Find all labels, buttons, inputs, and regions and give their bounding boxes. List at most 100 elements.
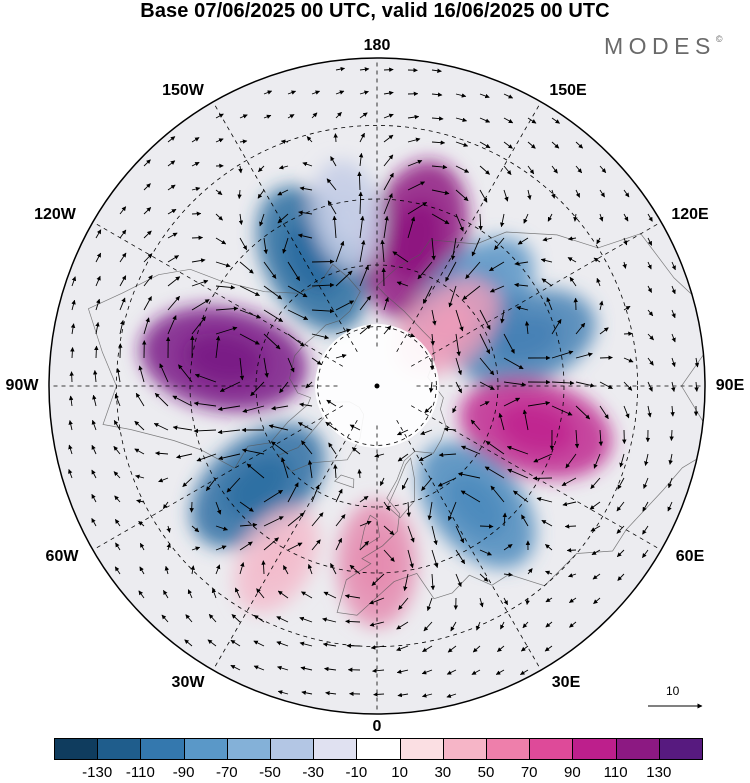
wind-arrow xyxy=(70,323,76,335)
wind-arrow xyxy=(596,237,601,245)
wind-arrow xyxy=(447,645,457,653)
wind-arrow xyxy=(448,501,457,521)
wind-arrow xyxy=(113,471,121,479)
wind-arrow xyxy=(215,113,224,119)
wind-arrow xyxy=(455,381,463,394)
wind-arrow xyxy=(276,641,289,647)
wind-arrow xyxy=(380,239,385,263)
wind-arrow xyxy=(135,392,145,407)
colorbar-tick-label: 10 xyxy=(391,764,408,781)
wind-arrow xyxy=(263,333,281,350)
wind-arrow xyxy=(479,381,495,390)
wind-arrow xyxy=(500,213,505,228)
longitude-label: 90W xyxy=(5,377,39,394)
wind-arrow xyxy=(527,165,535,175)
wind-arrow xyxy=(431,92,443,97)
wind-arrow xyxy=(297,233,313,239)
wind-arrow xyxy=(263,357,269,378)
wind-arrow xyxy=(667,477,673,489)
wind-arrow xyxy=(282,237,289,254)
wind-arrow xyxy=(239,114,248,119)
graticule xyxy=(49,58,705,714)
wind-arrow xyxy=(208,613,217,623)
colorbar-tick-label: -50 xyxy=(259,764,281,781)
wind-arrow xyxy=(500,309,505,324)
wind-arrow xyxy=(167,208,177,215)
wind-arrow xyxy=(70,347,75,359)
wind-arrow xyxy=(167,255,179,263)
wind-arrow xyxy=(407,159,423,167)
wind-arrow xyxy=(68,420,73,431)
wind-arrow xyxy=(670,405,675,417)
wind-arrow xyxy=(569,276,577,287)
wind-arrow xyxy=(242,405,265,413)
wind-arrow xyxy=(166,525,171,533)
wind-arrow xyxy=(94,345,99,359)
wind-arrow xyxy=(397,453,409,462)
wind-arrow xyxy=(599,355,613,360)
wind-arrow xyxy=(398,597,409,610)
colorbar-swatch xyxy=(140,738,185,760)
wind-arrow xyxy=(167,295,180,311)
wind-arrow xyxy=(301,591,313,599)
wind-arrow xyxy=(134,420,145,431)
wind-arrow xyxy=(485,440,505,455)
wind-arrow xyxy=(167,160,176,167)
wind-arrow xyxy=(523,213,529,224)
wind-arrow xyxy=(479,357,495,376)
wind-arrow xyxy=(95,275,101,287)
wind-arrow xyxy=(311,308,335,314)
colorbar-swatch xyxy=(313,738,358,760)
wind-arrow xyxy=(592,573,601,580)
wind-arrow xyxy=(590,525,601,532)
wind-arrow xyxy=(119,206,127,215)
wind-arrow xyxy=(527,401,551,407)
colorbar-tick-label: 30 xyxy=(434,764,452,781)
map-disc-content xyxy=(49,58,705,714)
wind-arrow xyxy=(280,139,289,144)
wind-arrow xyxy=(330,563,337,575)
wind-arrow xyxy=(95,321,100,335)
wind-arrow xyxy=(593,597,601,605)
wind-arrow xyxy=(427,501,433,521)
wind-arrow xyxy=(358,152,364,167)
wind-arrow xyxy=(68,395,74,407)
wind-arrow xyxy=(191,137,200,143)
wind-arrow xyxy=(335,353,347,359)
wind-arrow xyxy=(154,392,169,407)
wind-arrow xyxy=(219,381,241,392)
wind-arrow xyxy=(359,112,368,119)
meridian-line xyxy=(212,419,358,671)
anomaly-core xyxy=(328,187,365,243)
colorbar-tick-label: -130 xyxy=(82,764,113,781)
wind-arrow xyxy=(396,429,409,436)
wind-arrow xyxy=(332,215,337,239)
meridian-line xyxy=(92,221,344,367)
wind-arrow xyxy=(527,117,537,124)
wind-arrow xyxy=(307,460,313,479)
wind-arrow xyxy=(239,261,254,274)
wind-arrow xyxy=(450,237,457,261)
wind-arrow xyxy=(647,309,654,317)
wind-arrow xyxy=(119,275,127,287)
wind-arrow xyxy=(669,429,674,441)
wind-arrow xyxy=(396,669,409,674)
colorbar-swatch xyxy=(529,738,574,760)
wind-arrow xyxy=(239,501,254,512)
wind-arrow xyxy=(455,357,462,376)
wind-arrow xyxy=(138,590,145,599)
colorbar-tick-label: 110 xyxy=(603,764,628,781)
wind-arrow xyxy=(287,542,303,551)
wind-arrow xyxy=(431,237,436,261)
wind-arrow xyxy=(287,333,305,347)
wind-arrow xyxy=(357,468,362,479)
longitude-label: 150E xyxy=(549,82,587,99)
wind-arrow xyxy=(430,573,436,591)
wind-arrow xyxy=(431,68,442,73)
wind-arrow xyxy=(471,669,481,675)
wind-arrow xyxy=(311,112,318,119)
wind-arrow xyxy=(455,117,468,123)
coastline xyxy=(387,457,415,519)
wind-arrow xyxy=(263,90,273,95)
wind-arrow xyxy=(479,524,494,529)
